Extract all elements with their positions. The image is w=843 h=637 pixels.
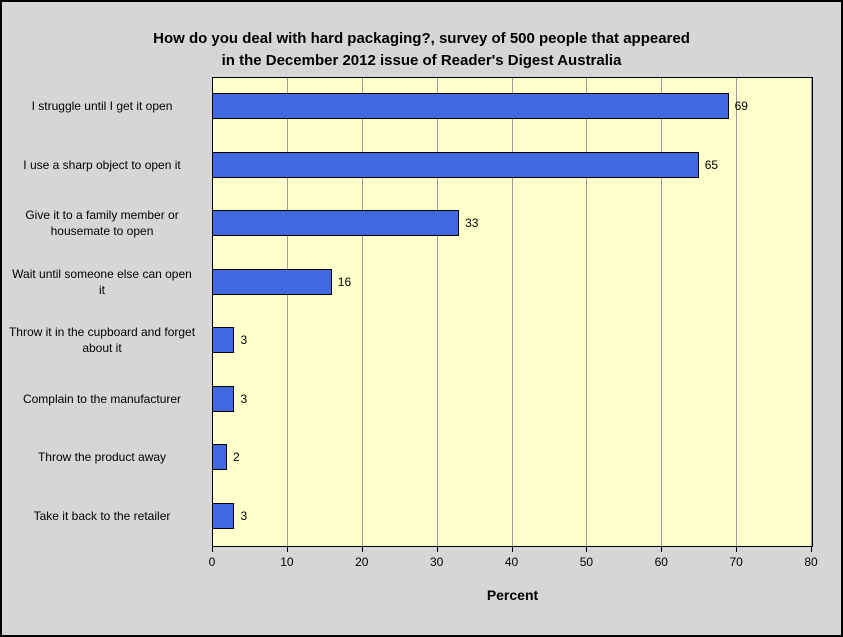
category-label: I use a sharp object to open it: [23, 157, 181, 172]
bar: [212, 385, 235, 412]
value-label: 69: [734, 99, 748, 114]
bar-row: I use a sharp object to open it 65: [2, 136, 813, 195]
value-label: 33: [465, 216, 479, 231]
bar-track: 3: [212, 311, 813, 370]
bar: [212, 502, 235, 529]
bar-row: Throw it in the cupboard and forget abou…: [2, 311, 813, 370]
value-label: 65: [704, 157, 719, 172]
x-tick-label: 0: [208, 555, 216, 569]
x-tick-label: 80: [804, 555, 818, 569]
x-tick-label: 20: [355, 555, 369, 569]
x-tick-mark: [286, 547, 288, 552]
gridline: [586, 78, 588, 546]
category-label: Take it back to the retailer: [33, 508, 171, 523]
bar: [212, 444, 227, 471]
category-label: Give it to a family member or housemate …: [25, 208, 179, 239]
x-tick-label: 40: [504, 555, 519, 569]
category-label: I struggle until I get it open: [31, 99, 173, 114]
chart-title: How do you deal with hard packaging?, su…: [153, 30, 690, 69]
value-label: 3: [240, 391, 248, 406]
bar-track: 2: [212, 428, 813, 487]
category-label: Complain to the manufacturer: [22, 391, 182, 406]
bar-track: 3: [212, 487, 813, 546]
bar: [212, 210, 460, 237]
bar: [212, 151, 699, 178]
x-tick-label: 70: [729, 555, 743, 569]
x-tick-mark: [212, 547, 213, 552]
value-label: 2: [232, 450, 240, 465]
x-axis: 0 10 20 30 40 50 60 70 80: [208, 547, 818, 577]
x-axis-title: Percent: [486, 587, 539, 603]
bar-row: Complain to the manufacturer 3: [2, 370, 813, 429]
bar-track: 69: [212, 77, 813, 136]
gridline: [661, 78, 663, 546]
bar-row: Throw the product away 2: [2, 428, 813, 487]
gridline: [361, 78, 363, 546]
gridline: [811, 78, 812, 546]
bar: [212, 93, 729, 120]
x-tick-mark: [586, 547, 588, 552]
bar-row: Give it to a family member or housemate …: [2, 194, 813, 253]
x-tick-label: 30: [429, 555, 444, 569]
bar-row: Wait until someone else can open it 16: [2, 253, 813, 312]
x-tick-mark: [436, 547, 438, 552]
category-label: Throw the product away: [37, 450, 167, 465]
bar-track: 16: [212, 253, 813, 312]
bar-row: I struggle until I get it open 69: [2, 77, 813, 136]
category-label: Throw it in the cupboard and forget abou…: [8, 325, 196, 356]
value-label: 3: [240, 333, 248, 348]
bar-track: 65: [212, 136, 813, 195]
bars-layer: I struggle until I get it open 69 I use a …: [2, 77, 813, 547]
bar: [212, 327, 235, 354]
gridline: [511, 78, 513, 546]
x-tick-label: 50: [579, 555, 594, 569]
gridline: [286, 78, 288, 546]
value-label: 16: [337, 274, 352, 289]
x-tick-mark: [811, 547, 812, 552]
gridline: [736, 78, 738, 546]
category-label: Wait until someone else can open it: [12, 266, 192, 297]
gridline: [436, 78, 438, 546]
x-tick-label: 10: [280, 555, 294, 569]
bar: [212, 268, 332, 295]
value-label: 3: [240, 508, 248, 523]
bar-track: 3: [212, 370, 813, 429]
x-tick-mark: [361, 547, 363, 552]
x-tick-label: 60: [654, 555, 668, 569]
bar-track: 33: [212, 194, 813, 253]
x-tick-mark: [736, 547, 738, 552]
bar-row: Take it back to the retailer 3: [2, 487, 813, 546]
x-tick-mark: [661, 547, 663, 552]
x-tick-mark: [511, 547, 513, 552]
